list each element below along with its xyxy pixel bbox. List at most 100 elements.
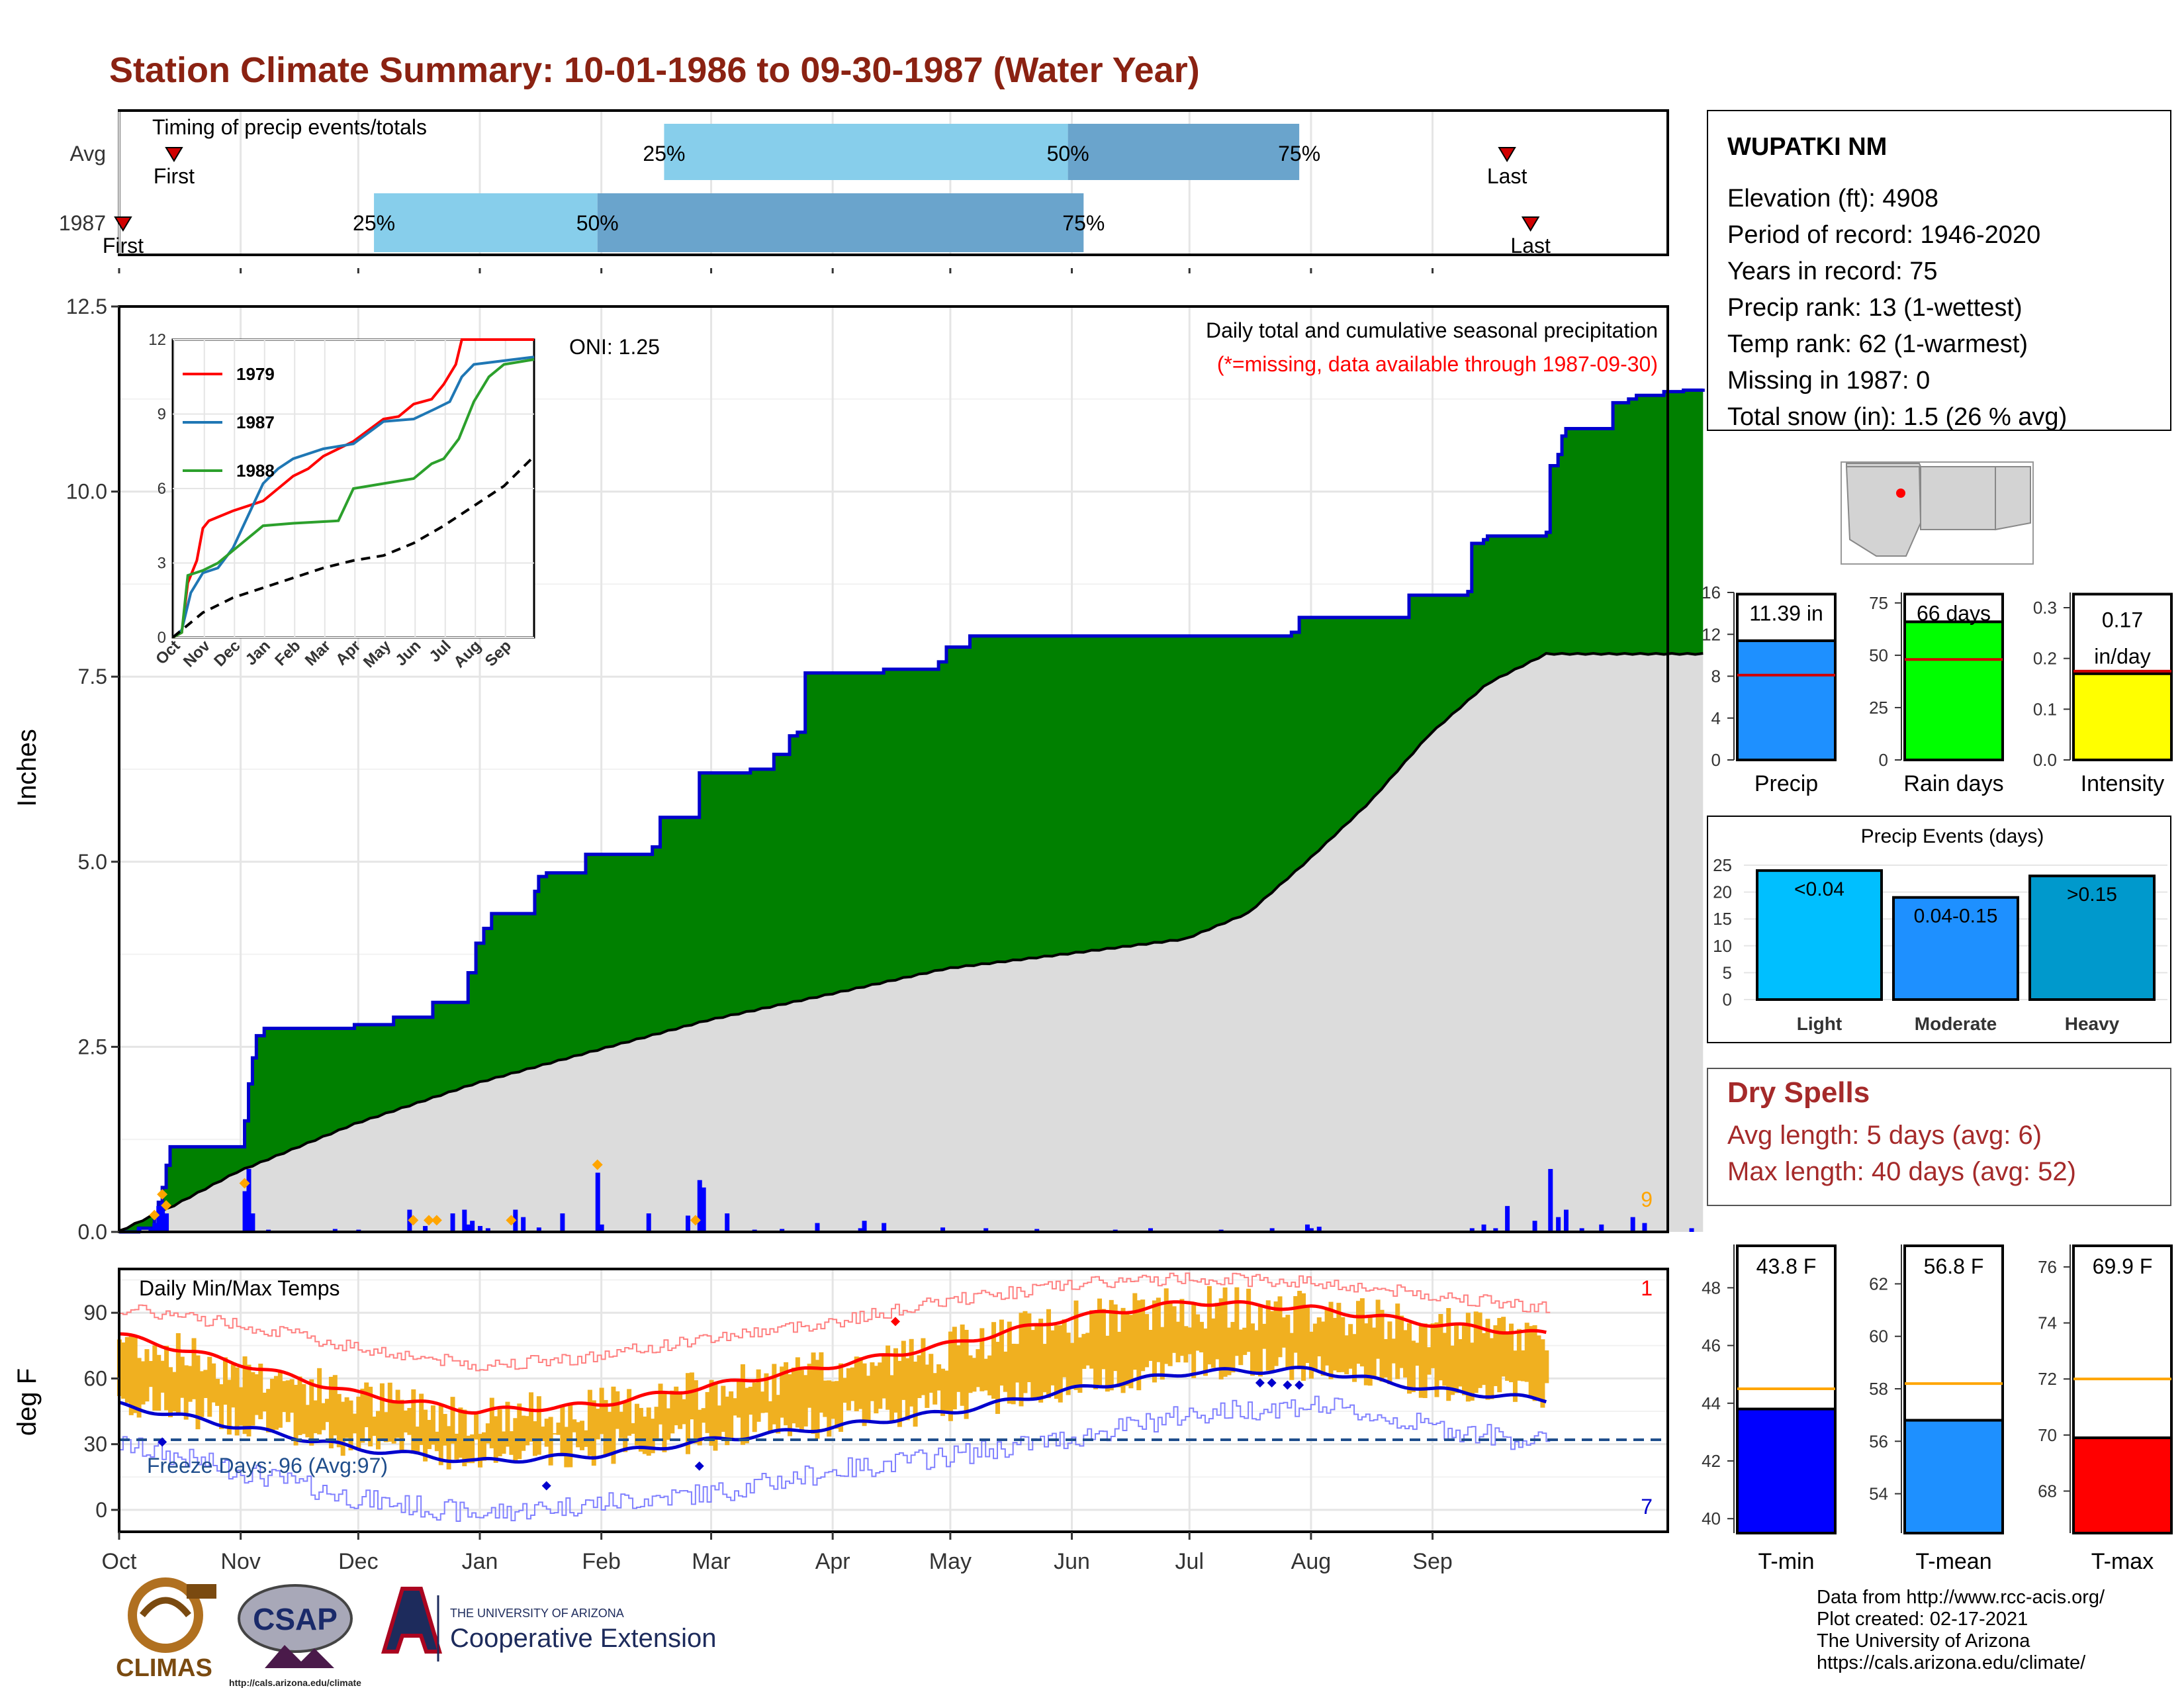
daily-temp-bar — [164, 1346, 169, 1411]
last-event-marker — [1498, 147, 1516, 162]
temp-summary-bar-label: T-max — [2091, 1549, 2154, 1574]
temp-record-marker — [541, 1481, 551, 1491]
summary-bar-label: Intensity — [2081, 771, 2165, 796]
summary-label-box — [2072, 592, 2173, 675]
main-annotation-missing: (*=missing, data available through 1987-… — [1217, 352, 1658, 376]
first-event-label: First — [154, 164, 195, 188]
temp-summary-ytick-label: 44 — [1702, 1393, 1721, 1413]
daily-precip-bar — [595, 1172, 600, 1232]
daily-temp-bar — [1308, 1331, 1314, 1379]
daily-temp-bar — [909, 1338, 914, 1407]
temp-summary-ytick-label: 56 — [1869, 1431, 1888, 1451]
daily-temp-bar — [835, 1381, 840, 1429]
timing-row-avg-label: Avg — [69, 142, 106, 165]
daily-temp-bar — [317, 1368, 322, 1434]
daily-precip-bar — [1304, 1224, 1310, 1232]
daily-temp-bar — [1026, 1313, 1032, 1382]
event-marker — [149, 1209, 160, 1221]
daily-temp-bar — [289, 1379, 295, 1413]
daily-temp-bar — [901, 1340, 906, 1400]
event-bar — [1892, 896, 2019, 1001]
daily-temp-bar — [1062, 1319, 1067, 1378]
main-ytick-label: 5.0 — [78, 850, 107, 874]
main-ytick-label: 7.5 — [78, 665, 107, 688]
daily-precip-bar — [815, 1223, 820, 1232]
inset-month-label: Jul — [426, 637, 455, 666]
daily-temp-bar — [215, 1379, 220, 1406]
summary-ytick-label: 75 — [1869, 593, 1888, 613]
station-info-box: WUPATKI NM Elevation (ft): 4908 Period of… — [1707, 110, 2171, 431]
daily-temp-bar — [124, 1336, 130, 1403]
daily-temp-bar — [670, 1390, 675, 1434]
daily-temp-bar — [1324, 1307, 1330, 1366]
summary-label-box — [1736, 592, 1837, 642]
daily-temp-bar — [1418, 1325, 1424, 1398]
daily-temp-bar — [1489, 1338, 1494, 1399]
daily-temp-bar — [438, 1405, 443, 1466]
daily-temp-bar — [191, 1338, 197, 1399]
daily-precip-bar — [697, 1180, 702, 1232]
daily-temp-bar — [1015, 1344, 1020, 1383]
daily-temp-bar — [360, 1388, 365, 1443]
footer-credit-line: The University of Arizona — [1817, 1630, 2030, 1652]
daily-temp-bar — [729, 1391, 734, 1440]
daily-temp-bar — [839, 1363, 844, 1432]
station-name: WUPATKI NM — [1727, 133, 1887, 161]
daily-temp-bar — [752, 1382, 757, 1432]
daily-temp-bar — [1253, 1330, 1259, 1374]
daily-temp-bar — [634, 1403, 639, 1446]
daily-temp-bar — [450, 1397, 455, 1444]
event-marker — [431, 1215, 442, 1226]
event-bar-value: 0.04-0.15 — [1914, 906, 1998, 927]
daily-temp-bar — [1359, 1298, 1365, 1367]
temp-summary-value-label: 69.9 F — [2093, 1254, 2153, 1278]
temp-chart-frame — [118, 1268, 1669, 1533]
daily-temp-bar — [375, 1411, 381, 1450]
daily-precip-bar — [685, 1215, 690, 1232]
precip-events-title: Precip Events (days) — [1861, 825, 2044, 847]
temp-summary-value-bar — [1736, 1407, 1837, 1535]
daily-temp-bar — [556, 1423, 561, 1435]
daily-temp-bar — [905, 1358, 910, 1421]
summary-value-label: 11.39 in — [1749, 602, 1823, 626]
oni-label: ONI: 1.25 — [569, 335, 660, 359]
daily-temp-bar — [230, 1364, 236, 1408]
summary-ytick-label: 0.2 — [2033, 649, 2057, 669]
daily-temp-bar — [874, 1366, 879, 1414]
daily-temp-bar — [1156, 1297, 1161, 1362]
daily-temp-bar — [1332, 1317, 1338, 1371]
daily-temp-bar — [1505, 1333, 1510, 1381]
temp-summary-ytick-label: 76 — [2038, 1257, 2057, 1277]
station-info-line: Period of record: 1946-2020 — [1727, 221, 2040, 249]
daily-temp-bar — [623, 1401, 628, 1452]
daily-temp-bar — [407, 1407, 412, 1435]
inset-month-label: Jan — [242, 637, 274, 669]
daily-temp-bar — [795, 1357, 800, 1428]
daily-temp-bar — [944, 1370, 949, 1412]
daily-temp-bar — [1540, 1339, 1545, 1408]
daily-temp-bar — [1379, 1309, 1385, 1382]
daily-temp-bar — [1520, 1350, 1525, 1382]
daily-temp-bar — [697, 1409, 702, 1446]
daily-temp-bar — [1206, 1286, 1212, 1365]
daily-temp-bar — [552, 1433, 557, 1435]
daily-temp-bar — [897, 1360, 902, 1427]
daily-precip-bar — [1579, 1228, 1584, 1232]
daily-temp-bar — [936, 1364, 942, 1391]
daily-temp-bar — [521, 1415, 526, 1451]
daily-temp-bar — [701, 1408, 706, 1423]
ua-name-small: THE UNIVERSITY OF ARIZONA — [450, 1607, 624, 1620]
daily-temp-bar — [737, 1378, 741, 1418]
dry-spells-max: Max length: 40 days (avg: 52) — [1727, 1157, 2076, 1186]
daily-precip-bar — [862, 1221, 867, 1232]
daily-precip-bar — [983, 1228, 989, 1232]
daily-temp-bar — [972, 1358, 977, 1392]
daily-temp-bar — [548, 1417, 553, 1466]
climas-logo: CLIMAS — [116, 1577, 216, 1682]
event-marker — [690, 1215, 701, 1226]
daily-temp-bar — [878, 1362, 883, 1409]
daily-temp-bar — [791, 1367, 796, 1424]
daily-temp-bar — [183, 1365, 189, 1420]
daily-precip-bar — [725, 1213, 730, 1232]
daily-precip-bar — [466, 1224, 471, 1232]
